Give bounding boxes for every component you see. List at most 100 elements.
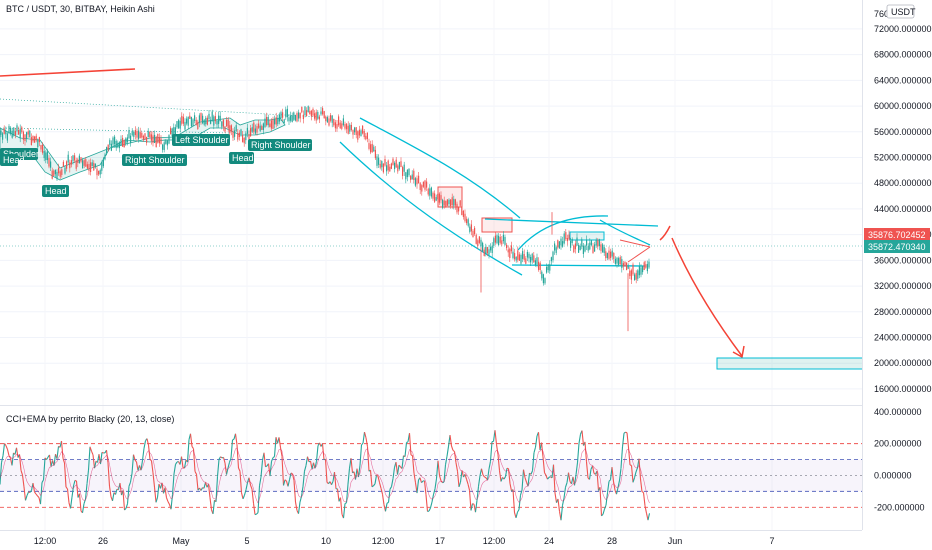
ema-segment bbox=[584, 448, 587, 453]
ema-segment bbox=[602, 493, 605, 498]
candle-body bbox=[112, 137, 114, 145]
candle-body bbox=[192, 119, 194, 126]
ema-segment bbox=[593, 467, 596, 470]
ema-segment bbox=[355, 475, 358, 479]
cci-segment bbox=[647, 513, 651, 521]
ema-segment bbox=[607, 493, 610, 499]
price-axis[interactable]: 72000.000000 68000.000000 64000.000000 6000… bbox=[862, 0, 932, 550]
ema-segment bbox=[77, 487, 80, 490]
pattern-label[interactable]: Left Shoulder bbox=[172, 134, 230, 146]
cci-segment bbox=[143, 440, 147, 449]
candle-body bbox=[222, 119, 224, 127]
candle-body bbox=[178, 120, 180, 129]
candle-body bbox=[362, 125, 364, 134]
ema-segment bbox=[274, 457, 277, 464]
ema-segment bbox=[505, 470, 508, 472]
ema-segment bbox=[514, 488, 517, 497]
ema-segment bbox=[80, 494, 83, 500]
ema-segment bbox=[94, 465, 97, 468]
time-axis-label: 12:00 bbox=[372, 536, 395, 546]
candle-body bbox=[405, 172, 407, 180]
cci-segment bbox=[530, 470, 534, 475]
candle-body bbox=[218, 115, 220, 124]
cci-segment bbox=[167, 501, 170, 505]
ema-segment bbox=[575, 476, 578, 482]
cci-segment bbox=[260, 460, 264, 478]
ema-segment bbox=[244, 479, 247, 483]
cci-segment bbox=[361, 442, 364, 446]
currency-badge-bg[interactable] bbox=[886, 4, 915, 19]
candle-body bbox=[451, 197, 453, 205]
cci-segment bbox=[209, 497, 213, 510]
ema-segment bbox=[466, 474, 469, 477]
candle-body bbox=[229, 125, 231, 134]
pattern-label[interactable]: Head bbox=[42, 185, 69, 197]
ema-segment bbox=[146, 450, 149, 453]
ema-segment bbox=[418, 473, 421, 475]
pattern-label[interactable]: Head bbox=[0, 154, 25, 166]
candle-body bbox=[598, 239, 600, 247]
ema-segment bbox=[281, 450, 284, 460]
candle-body bbox=[189, 115, 191, 119]
ema-segment bbox=[122, 488, 125, 495]
time-axis[interactable]: 12:00 26 May 5 10 12:00 17 12:00 24 28 Jun 7 bbox=[0, 530, 932, 550]
candle-body bbox=[531, 253, 533, 261]
cci-segment bbox=[141, 448, 145, 461]
ema-segment bbox=[238, 452, 241, 458]
cci-segment bbox=[497, 454, 501, 471]
cci-segment bbox=[468, 490, 472, 511]
ema-segment bbox=[614, 485, 617, 488]
cci-segment bbox=[200, 487, 203, 491]
ema-segment bbox=[347, 490, 350, 498]
candle-body bbox=[312, 108, 314, 116]
cci-segment bbox=[279, 447, 283, 457]
candle-body bbox=[202, 115, 204, 124]
candle-body bbox=[462, 210, 464, 217]
candle-body bbox=[306, 110, 308, 117]
cci-segment bbox=[270, 457, 274, 462]
ema-segment bbox=[349, 482, 352, 491]
ema-segment bbox=[5, 456, 8, 459]
cci-segment bbox=[122, 490, 126, 511]
candle-body bbox=[179, 120, 181, 129]
candle-body bbox=[338, 116, 340, 126]
ema-segment bbox=[563, 496, 566, 501]
candle-body bbox=[555, 247, 557, 253]
cci-segment bbox=[305, 456, 309, 466]
candle-body bbox=[550, 257, 552, 262]
candle-body bbox=[400, 161, 402, 168]
candle-body bbox=[402, 167, 404, 176]
cci-segment bbox=[303, 465, 307, 472]
candle-body bbox=[472, 230, 474, 238]
ema-segment bbox=[119, 486, 122, 489]
cci-segment bbox=[302, 471, 306, 487]
candle-body bbox=[66, 161, 68, 169]
candle-body bbox=[434, 193, 436, 202]
ema-segment bbox=[422, 477, 425, 479]
pattern-label[interactable]: Right Shoulder bbox=[122, 154, 187, 166]
target-zone bbox=[716, 357, 865, 370]
candle-body bbox=[477, 240, 479, 246]
cci-segment bbox=[90, 450, 94, 456]
candle-body bbox=[646, 264, 648, 272]
cci-segment bbox=[465, 479, 469, 485]
candle-body bbox=[530, 256, 532, 263]
cci-segment bbox=[0, 462, 3, 485]
pattern-label[interactable]: Head bbox=[229, 152, 254, 164]
candle-body bbox=[374, 149, 376, 159]
cci-segment bbox=[376, 474, 379, 477]
pattern-label[interactable]: Right Shoulder bbox=[248, 139, 312, 151]
ema-segment bbox=[421, 476, 424, 478]
candle-body bbox=[629, 270, 631, 277]
ema-segment bbox=[41, 489, 44, 493]
candle-body bbox=[144, 133, 146, 140]
currency-badge[interactable]: USDT bbox=[891, 7, 916, 17]
cci-pane[interactable] bbox=[0, 430, 862, 521]
candle-body bbox=[232, 131, 234, 138]
cci-segment bbox=[575, 462, 579, 475]
cci-segment bbox=[369, 470, 373, 487]
candle-body bbox=[590, 240, 592, 245]
candle-body bbox=[130, 135, 132, 144]
